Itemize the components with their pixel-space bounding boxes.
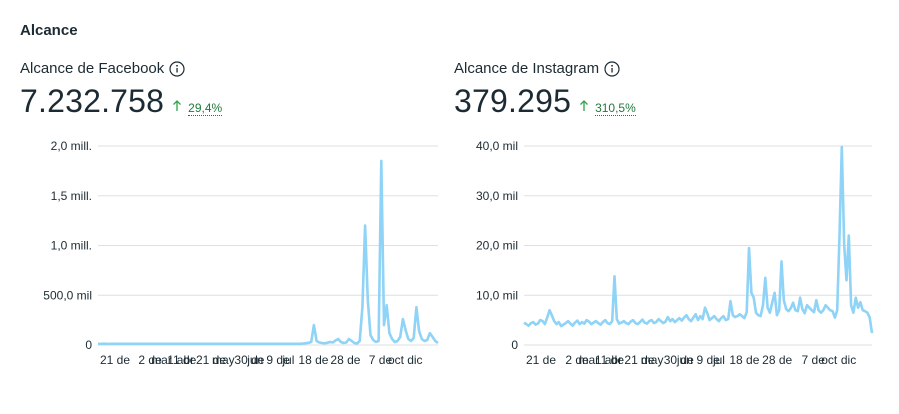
x-tick-label: 30 de <box>234 353 264 367</box>
instagram-metric-row: 379.295 310,5% <box>454 83 884 120</box>
y-tick-label: 40,0 mil <box>476 139 518 153</box>
y-tick-label: 1,0 mill. <box>51 239 92 253</box>
y-tick-label: 1,5 mill. <box>51 189 92 203</box>
facebook-metric-row: 7.232.758 29,4% <box>20 83 450 120</box>
x-tick-label: 7 de <box>369 353 393 367</box>
info-icon[interactable] <box>169 60 185 77</box>
y-tick-label: 10,0 mil <box>476 288 518 302</box>
x-tick-label: 7 de <box>802 353 826 367</box>
x-tick-label: 21 de <box>526 353 556 367</box>
instagram-trend: 310,5% <box>579 100 636 116</box>
x-tick-label: may <box>641 353 664 367</box>
facebook-reach-value: 7.232.758 <box>20 83 165 119</box>
arrow-up-icon <box>580 100 589 111</box>
x-tick-label: 30 de <box>664 353 694 367</box>
instagram-reach-chart: 40,0 mil 30,0 mil 20,0 mil 10,0 mil 0 21 de 2 … <box>476 139 874 367</box>
x-tick-label: 9 de <box>697 353 721 367</box>
x-tick-label: 18 de <box>298 353 328 367</box>
instagram-trend-value[interactable]: 310,5% <box>595 101 636 116</box>
info-icon[interactable] <box>604 60 620 77</box>
x-tick-label: jul <box>281 353 294 367</box>
x-tick-label: 11 de <box>595 353 624 367</box>
x-tick-label: 21 de <box>624 353 654 367</box>
facebook-reach-header: Alcance de Facebook <box>20 60 450 77</box>
facebook-reach-title: Alcance de Facebook <box>20 60 165 77</box>
facebook-reach-chart: 2,0 mill. 1,5 mill. 1,0 mill. 500,0 mil 0 21 … <box>43 139 439 367</box>
x-tick-label: 11 de <box>167 353 196 367</box>
series-line <box>97 159 439 346</box>
x-tick-label: mar <box>151 353 172 367</box>
x-tick-label: 28 de <box>330 353 360 367</box>
facebook-trend: 29,4% <box>172 100 223 116</box>
x-tick-label: mar <box>578 353 599 367</box>
section-title: Alcance <box>20 22 78 39</box>
x-tick-label: jul <box>712 353 725 367</box>
x-tick-label: jun <box>676 353 693 367</box>
y-tick-label: 0 <box>511 338 518 352</box>
x-tick-label: abr <box>177 353 194 367</box>
facebook-trend-value[interactable]: 29,4% <box>188 101 223 116</box>
y-tick-label: 0 <box>85 338 92 352</box>
instagram-reach-title: Alcance de Instagram <box>454 60 600 77</box>
x-tick-label: jun <box>246 353 263 367</box>
instagram-reach-panel: Alcance de Instagram 379.295 310,5% 40,0… <box>454 60 884 390</box>
x-tick-label: 2 de <box>138 353 162 367</box>
y-tick-label: 2,0 mill. <box>51 139 92 153</box>
x-tick-label: 2 de <box>565 353 589 367</box>
x-tick-label: abr <box>605 353 622 367</box>
series-line <box>523 145 874 334</box>
x-tick-label: 9 de <box>266 353 290 367</box>
x-tick-label: 21 de <box>100 353 130 367</box>
instagram-reach-value: 379.295 <box>454 83 572 119</box>
x-tick-label: oct <box>821 353 838 367</box>
x-tick-label: oct <box>388 353 405 367</box>
x-tick-label: may <box>212 353 235 367</box>
y-tick-label: 20,0 mil <box>476 239 518 253</box>
x-tick-label: dic <box>841 353 856 367</box>
instagram-reach-header: Alcance de Instagram <box>454 60 884 77</box>
y-tick-label: 30,0 mil <box>476 189 518 203</box>
x-tick-label: 28 de <box>762 353 792 367</box>
x-tick-label: 21 de <box>196 353 226 367</box>
facebook-reach-panel: Alcance de Facebook 7.232.758 29,4% 2,0 … <box>20 60 450 390</box>
arrow-up-icon <box>173 100 182 111</box>
y-tick-label: 500,0 mil <box>43 288 92 302</box>
x-tick-label: dic <box>407 353 422 367</box>
x-tick-label: 18 de <box>729 353 759 367</box>
